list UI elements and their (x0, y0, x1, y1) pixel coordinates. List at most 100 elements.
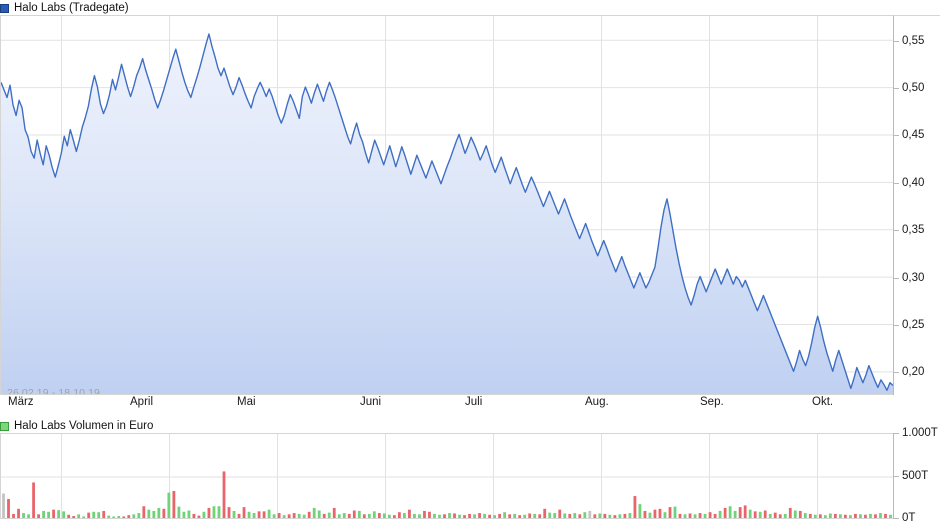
x-axis-tick-label: März (8, 396, 34, 408)
volume-bar (162, 508, 166, 518)
volume-bar (177, 506, 181, 518)
volume-bar (207, 507, 211, 518)
volume-y-tick-label: 0T (902, 512, 916, 524)
volume-bar (743, 505, 747, 518)
volume-bar (132, 514, 136, 518)
volume-bar (137, 513, 141, 518)
volume-bar (277, 513, 281, 518)
volume-bar (157, 507, 161, 518)
volume-bar (297, 513, 301, 518)
volume-chart-plot-area[interactable] (0, 433, 893, 519)
volume-bar (372, 511, 376, 518)
price-y-tick (894, 324, 899, 326)
volume-bar (543, 508, 547, 518)
volume-bar (548, 512, 552, 518)
volume-bar (643, 510, 647, 518)
volume-bar (122, 516, 126, 518)
volume-bar (758, 511, 762, 518)
volume-bar (232, 510, 236, 518)
volume-bar (523, 514, 527, 518)
volume-bar (7, 499, 10, 518)
volume-bar (367, 513, 371, 518)
price-y-tick (894, 372, 899, 374)
volume-bar (558, 509, 562, 518)
price-legend: Halo Labs (Tradegate) (0, 1, 129, 15)
volume-bar (97, 512, 101, 518)
volume-bar (648, 512, 652, 518)
volume-bar (102, 510, 106, 518)
volume-bar (633, 496, 637, 518)
volume-bar (322, 513, 326, 518)
volume-bar (703, 513, 707, 518)
volume-series-swatch-icon (0, 421, 9, 431)
volume-bar (57, 510, 61, 518)
volume-bar (317, 510, 321, 518)
volume-bar (708, 512, 712, 518)
volume-bar (458, 514, 461, 518)
volume-bar (72, 516, 76, 518)
volume-bar (538, 514, 542, 518)
price-y-tick-label: 0,20 (902, 366, 925, 379)
price-y-tick-label: 0,35 (902, 224, 925, 237)
volume-bar (628, 513, 632, 518)
volume-bar (17, 508, 20, 518)
volume-y-tick (894, 475, 899, 477)
volume-bar (42, 510, 45, 518)
volume-bar (217, 506, 221, 518)
x-axis-labels: März April Mai Juni Juli Aug. Sep. Okt. (0, 396, 893, 414)
volume-bar (879, 513, 882, 518)
volume-bar (803, 513, 807, 518)
volume-bar (77, 514, 81, 518)
volume-bar (723, 507, 727, 518)
volume-bar (869, 513, 872, 518)
price-y-tick-label: 0,40 (902, 176, 925, 189)
volume-bar (833, 513, 837, 518)
volume-bar (838, 514, 842, 518)
volume-bar (12, 513, 15, 518)
volume-legend-label: Halo Labs Volumen in Euro (14, 420, 154, 432)
volume-bar (573, 513, 577, 518)
volume-bar (618, 514, 622, 518)
volume-bar (683, 514, 687, 518)
volume-bar (172, 490, 176, 518)
volume-bar (423, 510, 426, 518)
volume-bar (387, 514, 391, 518)
volume-bar (653, 509, 657, 518)
volume-bar (227, 507, 231, 518)
volume-bar (798, 510, 802, 518)
price-y-tick (894, 88, 899, 90)
volume-bar (498, 513, 502, 518)
volume-bar (813, 514, 817, 518)
volume-bar (793, 510, 797, 518)
volume-bar (678, 513, 682, 518)
price-y-tick (894, 135, 899, 137)
price-y-tick-label: 0,45 (902, 129, 925, 142)
volume-bar (408, 509, 411, 518)
volume-bar (603, 513, 607, 518)
price-chart-plot-area[interactable]: 26.02.19 - 18.10.19 (0, 15, 893, 395)
volume-bar (488, 514, 491, 518)
volume-bar (187, 510, 191, 518)
volume-bar (327, 512, 331, 518)
volume-bar (874, 514, 877, 518)
volume-y-tick-label: 1.000T (902, 427, 938, 439)
volume-bars-svg (1, 434, 893, 518)
volume-bar (272, 514, 276, 518)
price-series-swatch-icon (0, 3, 9, 13)
volume-bar (117, 516, 121, 518)
volume-bar (738, 507, 742, 518)
volume-bar (503, 512, 507, 518)
volume-bar (778, 514, 782, 518)
volume-bar (47, 511, 51, 518)
x-axis-tick-label: Okt. (812, 396, 834, 408)
volume-bar (849, 515, 852, 518)
volume-bar (107, 515, 111, 518)
date-range-note: 26.02.19 - 18.10.19 (7, 387, 100, 395)
price-y-axis: 0,55 0,50 0,45 0,40 0,35 0,30 0,25 0,20 (893, 15, 940, 395)
volume-bar (728, 506, 732, 518)
volume-bar (828, 513, 832, 518)
volume-bar (688, 513, 692, 518)
volume-bar (397, 512, 401, 518)
volume-bar (783, 513, 787, 518)
